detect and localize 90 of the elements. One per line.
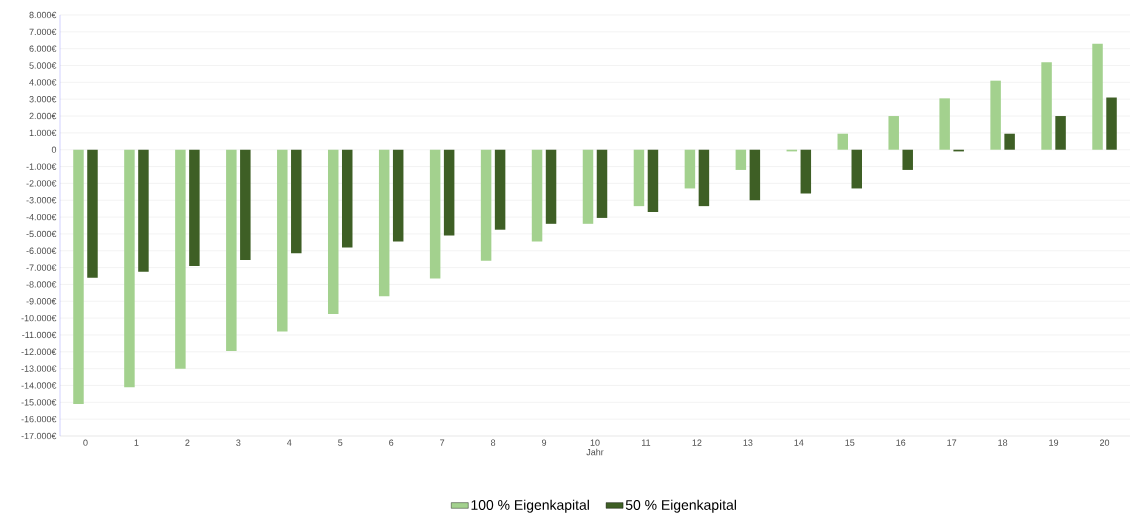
y-tick-label: 1.000€ bbox=[29, 129, 57, 137]
y-tick-label: -6.000€ bbox=[26, 247, 57, 254]
y-tick-label: 3.000€ bbox=[29, 96, 57, 103]
bar bbox=[494, 149, 506, 230]
bar bbox=[749, 149, 761, 201]
x-tick-label: 20 bbox=[1099, 439, 1110, 446]
bar bbox=[327, 149, 339, 314]
bar bbox=[429, 149, 441, 279]
bar bbox=[73, 149, 84, 404]
bar bbox=[443, 149, 455, 236]
legend-label: 50 % Eigenkapital bbox=[625, 499, 736, 513]
x-tick-label: 1 bbox=[134, 439, 139, 446]
x-tick-label: 18 bbox=[998, 439, 1008, 446]
bar bbox=[633, 149, 645, 207]
x-tick-label: 0 bbox=[83, 439, 88, 446]
bar bbox=[341, 149, 353, 248]
x-tick-label: 5 bbox=[338, 439, 343, 446]
y-tick-label: -2.000€ bbox=[26, 180, 57, 187]
y-tick-label: -4.000€ bbox=[26, 213, 57, 221]
bar bbox=[291, 149, 302, 254]
bar bbox=[378, 149, 390, 297]
bar bbox=[1106, 97, 1117, 150]
x-tick-label: 4 bbox=[287, 439, 292, 446]
bar bbox=[138, 149, 149, 272]
x-tick-label: 6 bbox=[389, 439, 394, 446]
bar bbox=[124, 149, 135, 388]
bar bbox=[735, 149, 747, 170]
bar bbox=[277, 149, 288, 332]
y-tick-label: -1.000€ bbox=[26, 163, 57, 170]
y-tick-label: -17.000€ bbox=[21, 432, 57, 440]
y-tick-label: 5.000€ bbox=[29, 62, 57, 69]
y-tick-label: -5.000€ bbox=[26, 230, 57, 238]
bar bbox=[596, 149, 608, 218]
x-tick-label: 9 bbox=[541, 439, 547, 446]
bar bbox=[684, 149, 696, 189]
bar bbox=[990, 80, 1001, 150]
x-tick-label: 7 bbox=[440, 439, 445, 446]
bar bbox=[392, 149, 404, 242]
bar bbox=[837, 133, 849, 150]
legend-label: 100 % Eigenkapital bbox=[471, 499, 589, 513]
x-tick-label: 13 bbox=[743, 439, 753, 446]
bar bbox=[1092, 43, 1103, 150]
bar bbox=[240, 149, 251, 261]
bar bbox=[902, 149, 913, 170]
y-tick-label: -9.000€ bbox=[26, 298, 57, 305]
y-tick-label: 7.000€ bbox=[29, 28, 57, 36]
x-axis-title: Jahr bbox=[586, 448, 604, 456]
y-tick-label: 6.000€ bbox=[29, 45, 57, 52]
bar bbox=[800, 149, 812, 194]
bar bbox=[189, 149, 200, 266]
bar bbox=[939, 98, 950, 150]
bar bbox=[226, 149, 237, 351]
bar bbox=[87, 149, 98, 278]
bar bbox=[698, 149, 710, 207]
x-tick-label: 2 bbox=[185, 439, 190, 446]
y-tick-label: 2.000€ bbox=[29, 112, 57, 120]
x-tick-label: 3 bbox=[236, 439, 241, 446]
y-tick-label: -7.000€ bbox=[26, 264, 57, 271]
y-tick-label: -10.000€ bbox=[21, 314, 57, 322]
y-tick-label: 0 bbox=[51, 146, 57, 153]
bar bbox=[531, 149, 543, 242]
y-tick-label: -12.000€ bbox=[21, 348, 57, 355]
x-tick-label: 16 bbox=[896, 439, 906, 446]
y-tick-label: -8.000€ bbox=[26, 281, 57, 288]
bar bbox=[582, 149, 594, 224]
x-tick-label: 10 bbox=[590, 439, 600, 446]
y-tick-label: -15.000€ bbox=[21, 399, 57, 406]
x-tick-label: 17 bbox=[947, 439, 957, 446]
bar bbox=[1041, 62, 1052, 150]
x-tick-label: 19 bbox=[1049, 439, 1059, 446]
bar bbox=[647, 149, 659, 213]
y-tick-label: -3.000€ bbox=[26, 197, 57, 204]
y-tick-label: 8.000€ bbox=[29, 11, 57, 19]
x-tick-label: 14 bbox=[794, 439, 804, 446]
bar bbox=[175, 149, 186, 369]
x-tick-label: 11 bbox=[641, 439, 651, 446]
y-tick-label: -13.000€ bbox=[21, 365, 57, 372]
y-tick-label: -14.000€ bbox=[21, 382, 57, 389]
bar bbox=[480, 149, 492, 261]
x-tick-label: 8 bbox=[490, 439, 496, 446]
x-tick-label: 12 bbox=[692, 439, 702, 446]
bar bbox=[1055, 116, 1066, 150]
y-tick-label: -16.000€ bbox=[21, 415, 57, 423]
bar bbox=[545, 149, 557, 224]
y-tick-label: 4.000€ bbox=[29, 79, 57, 86]
bar bbox=[851, 149, 863, 189]
bar bbox=[888, 116, 899, 150]
bar bbox=[1004, 133, 1015, 150]
y-tick-label: -11.000€ bbox=[22, 331, 57, 339]
x-tick-label: 15 bbox=[845, 439, 855, 446]
